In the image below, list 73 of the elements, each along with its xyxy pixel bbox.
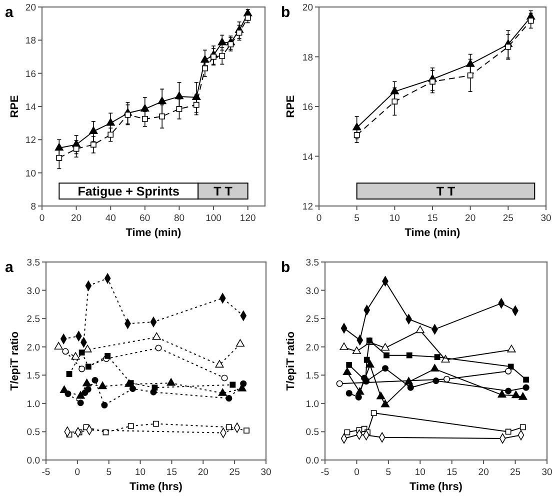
y-tick-label: 10 xyxy=(25,168,36,180)
x-tick-label: 0 xyxy=(74,467,80,478)
x-tick-label: 20 xyxy=(198,467,208,478)
x-axis-title: Time (hrs) xyxy=(410,481,463,493)
x-tick-label: 5 xyxy=(354,213,360,224)
band-label: T T xyxy=(436,184,456,199)
y-tick-label: 12 xyxy=(302,202,313,212)
x-tick-label: 20 xyxy=(71,213,82,224)
x-tick-label: 25 xyxy=(229,467,240,478)
y-tick-label: 18 xyxy=(302,52,313,64)
y-tick-label: 20 xyxy=(302,2,313,14)
x-tick-label: 120 xyxy=(240,213,256,224)
y-tick-label: 1.0 xyxy=(306,398,319,410)
y-tick-label: 2.5 xyxy=(26,314,40,326)
x-tick-label: 30 xyxy=(260,467,272,478)
y-tick-label: 16 xyxy=(302,102,313,113)
x-tick-label: 10 xyxy=(389,213,400,224)
y-tick-label: 0.0 xyxy=(26,456,40,466)
chart-title: a xyxy=(5,4,14,21)
x-tick-label: 25 xyxy=(502,213,514,224)
y-tick-label: 14 xyxy=(25,102,36,113)
x-tick-label: 80 xyxy=(174,213,185,224)
y-tick-label: 1.5 xyxy=(26,370,40,382)
x-tick-label: 0 xyxy=(39,213,45,224)
x-tick-label: -5 xyxy=(320,467,330,478)
y-tick-label: 3.0 xyxy=(306,286,319,297)
y-tick-label: 2.0 xyxy=(306,342,319,354)
x-tick-label: 40 xyxy=(105,213,116,224)
y-tick-label: 0.0 xyxy=(306,456,319,466)
y-tick-label: 0.5 xyxy=(306,427,319,438)
x-tick-label: 5 xyxy=(386,467,392,478)
x-tick-label: 0 xyxy=(354,467,360,478)
x-tick-label: 15 xyxy=(166,467,178,478)
x-tick-label: 20 xyxy=(465,213,476,224)
y-tick-label: 8 xyxy=(30,202,36,212)
band-label: Fatigue + Sprints xyxy=(78,184,180,199)
x-tick-label: 30 xyxy=(540,213,552,224)
x-tick-label: 15 xyxy=(427,213,438,224)
band-label: T T xyxy=(214,184,233,199)
x-tick-label: 100 xyxy=(206,213,222,224)
x-tick-label: -5 xyxy=(42,467,50,478)
y-axis-title: RPE xyxy=(285,95,297,118)
chart-title: b xyxy=(281,259,290,276)
chart-title: a xyxy=(5,259,14,276)
y-tick-label: 18 xyxy=(25,36,36,47)
x-axis-title: Time (min) xyxy=(404,227,461,239)
y-axis-title: RPE xyxy=(9,95,21,118)
x-tick-label: 20 xyxy=(478,467,489,478)
y-tick-label: 12 xyxy=(25,135,36,146)
y-tick-label: 14 xyxy=(302,152,313,163)
x-tick-label: 25 xyxy=(510,467,521,478)
x-tick-label: 15 xyxy=(446,467,458,478)
x-tick-label: 0 xyxy=(316,213,322,224)
y-tick-label: 16 xyxy=(25,68,36,80)
y-tick-label: 0.5 xyxy=(26,427,40,438)
y-tick-label: 3.0 xyxy=(26,286,40,297)
y-tick-label: 3.5 xyxy=(26,258,40,268)
y-tick-label: 1.0 xyxy=(26,398,40,410)
y-axis-title: T/epiT ratio xyxy=(9,331,21,391)
x-axis-title: Time (hrs) xyxy=(130,481,183,493)
y-axis-title: T/epiT ratio xyxy=(285,331,297,391)
x-tick-label: 10 xyxy=(134,467,146,478)
y-tick-label: 20 xyxy=(25,2,36,14)
y-tick-label: 1.5 xyxy=(306,370,319,382)
x-tick-label: 60 xyxy=(140,213,150,224)
x-tick-label: 5 xyxy=(106,467,112,478)
x-axis-title: Time (min) xyxy=(126,227,182,239)
y-tick-label: 2.5 xyxy=(306,314,319,326)
x-tick-label: 10 xyxy=(414,467,426,478)
chart-title: b xyxy=(281,4,290,21)
y-tick-label: 2.0 xyxy=(26,342,40,354)
y-tick-label: 3.5 xyxy=(306,258,319,268)
x-tick-label: 30 xyxy=(542,467,552,478)
